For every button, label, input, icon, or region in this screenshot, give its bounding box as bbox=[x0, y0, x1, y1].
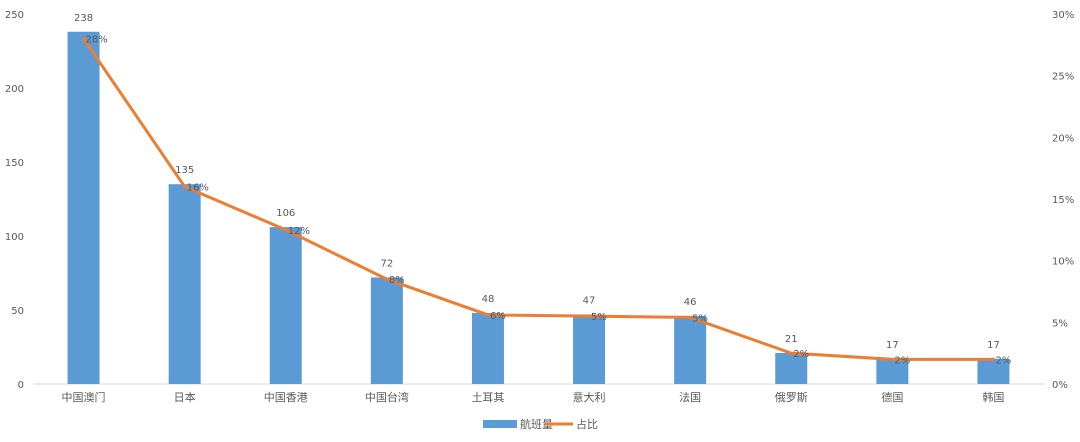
line-point bbox=[991, 357, 995, 361]
bar-series bbox=[67, 31, 1010, 384]
line-point bbox=[385, 277, 389, 281]
legend: 航班量 占比 bbox=[483, 417, 598, 431]
line-value-label: 16% bbox=[187, 183, 209, 194]
line-value-label: 5% bbox=[591, 312, 607, 323]
line-value-label: 5% bbox=[692, 313, 708, 324]
line-value-label: 28% bbox=[86, 35, 108, 46]
line-point bbox=[587, 314, 591, 318]
line-value-label: 2% bbox=[894, 355, 910, 366]
line-point bbox=[486, 313, 490, 317]
right-axis-tick-label: 20% bbox=[1052, 133, 1074, 144]
bar bbox=[775, 352, 808, 384]
line-path bbox=[82, 37, 995, 361]
bar-value-label: 21 bbox=[785, 334, 798, 345]
bar bbox=[573, 314, 606, 384]
legend-swatch-bar bbox=[483, 420, 517, 428]
bar-value-label: 17 bbox=[886, 340, 899, 351]
line-value-labels: 28% 16% 12% 8% 6% 5% 5% 2% 2% 2% bbox=[86, 35, 1012, 367]
left-axis-tick-label: 0 bbox=[18, 380, 24, 391]
bar-value-label: 17 bbox=[987, 340, 1000, 351]
bar-value-label: 238 bbox=[74, 13, 93, 24]
x-tick-label: 德国 bbox=[881, 390, 903, 404]
left-axis-tick-label: 250 bbox=[5, 10, 24, 21]
legend-label-line: 占比 bbox=[576, 417, 598, 431]
right-axis-tick-label: 30% bbox=[1052, 10, 1074, 21]
bar bbox=[977, 358, 1010, 384]
bar-value-label: 106 bbox=[276, 208, 295, 219]
bar bbox=[67, 31, 100, 384]
left-axis-tick-label: 150 bbox=[5, 158, 24, 169]
bar bbox=[269, 227, 302, 384]
x-tick-label: 法国 bbox=[679, 390, 701, 404]
left-axis-tick-label: 100 bbox=[5, 232, 24, 243]
right-axis: 0% 5% 10% 15% 20% 25% 30% bbox=[1052, 10, 1074, 391]
bar bbox=[168, 184, 201, 384]
line-point bbox=[789, 351, 793, 355]
bar-value-label: 48 bbox=[482, 294, 495, 305]
left-axis-tick-label: 200 bbox=[5, 84, 24, 95]
bar-value-label: 72 bbox=[380, 258, 393, 269]
bar-value-label: 47 bbox=[583, 295, 596, 306]
right-axis-tick-label: 5% bbox=[1052, 318, 1068, 329]
right-axis-tick-label: 25% bbox=[1052, 72, 1074, 83]
line-point bbox=[890, 357, 894, 361]
x-tick-label: 意大利 bbox=[573, 390, 606, 404]
line-series bbox=[82, 37, 995, 361]
legend-label-bar: 航班量 bbox=[520, 417, 553, 431]
bar bbox=[471, 312, 504, 384]
line-value-label: 8% bbox=[389, 275, 405, 286]
line-value-label: 6% bbox=[490, 311, 506, 322]
bar-value-label: 46 bbox=[684, 297, 697, 308]
line-point bbox=[688, 315, 692, 319]
left-axis-tick-label: 50 bbox=[11, 306, 24, 317]
x-tick-label: 日本 bbox=[174, 390, 196, 404]
bar-value-label: 135 bbox=[175, 165, 194, 176]
line-value-label: 2% bbox=[995, 355, 1011, 366]
x-tick-label: 中国台湾 bbox=[365, 390, 409, 404]
bar bbox=[674, 315, 707, 384]
line-point bbox=[82, 37, 86, 41]
x-tick-labels: 中国澳门 日本 中国香港 中国台湾 土耳其 意大利 法国 俄罗斯 德国 韩国 bbox=[62, 390, 1005, 404]
bar-value-labels: 238 135 106 72 48 47 46 21 17 17 bbox=[74, 13, 1000, 351]
right-axis-tick-label: 15% bbox=[1052, 195, 1074, 206]
x-tick-label: 土耳其 bbox=[471, 391, 504, 404]
right-axis-tick-label: 10% bbox=[1052, 257, 1074, 268]
x-tick-label: 韩国 bbox=[982, 390, 1004, 404]
bar bbox=[370, 277, 403, 384]
line-point bbox=[284, 228, 288, 232]
right-axis-tick-label: 0% bbox=[1052, 380, 1068, 391]
left-axis: 0 50 100 150 200 250 bbox=[5, 10, 24, 391]
line-value-label: 12% bbox=[288, 226, 310, 237]
bar bbox=[876, 358, 909, 384]
x-tick-label: 中国澳门 bbox=[62, 390, 106, 404]
line-point bbox=[183, 185, 187, 189]
x-tick-label: 俄罗斯 bbox=[775, 391, 808, 404]
line-value-label: 2% bbox=[793, 349, 809, 360]
x-tick-label: 中国香港 bbox=[264, 391, 308, 404]
